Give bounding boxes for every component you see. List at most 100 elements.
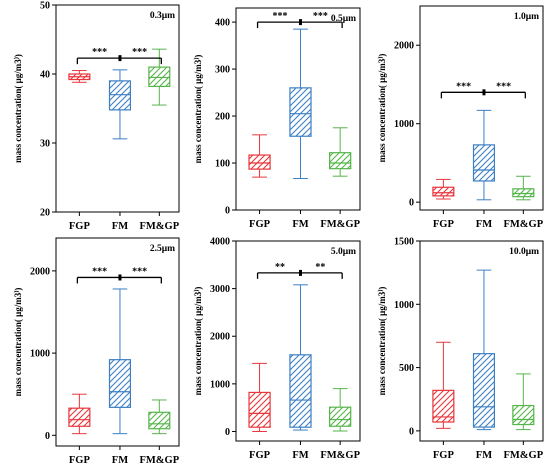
box-body bbox=[148, 411, 171, 430]
panel-label: 0.5μm bbox=[331, 14, 356, 24]
box-body bbox=[472, 353, 496, 428]
significance-label: *** bbox=[496, 81, 511, 92]
y-tick-label: 100 bbox=[215, 159, 230, 170]
box-fm-gp bbox=[329, 388, 352, 432]
y-axis-label: mass concentration( μg/m3)) bbox=[13, 54, 23, 163]
significance-label: *** bbox=[92, 266, 107, 277]
x-tick-label: FGP bbox=[69, 455, 91, 466]
x-tick-label: FM&GP bbox=[320, 219, 360, 230]
box-fm-gp bbox=[512, 373, 535, 431]
box-body bbox=[472, 144, 496, 182]
significance-label: ** bbox=[315, 262, 325, 273]
significance-label: *** bbox=[313, 11, 328, 22]
y-tick-label: 0 bbox=[409, 198, 414, 209]
chart-panel-3: 0 1000 2000 FGP FM FM&GP 1.0μm mass concentrati… bbox=[377, 5, 544, 230]
x-tick-label: FM&GP bbox=[320, 450, 360, 461]
box-body bbox=[289, 354, 312, 428]
box-body bbox=[148, 66, 171, 88]
box-fm-gp bbox=[148, 399, 171, 435]
box-fgp bbox=[432, 178, 455, 200]
box-body bbox=[289, 87, 312, 137]
panel-label: 10.0μm bbox=[509, 247, 539, 257]
y-axis-label-close: ) bbox=[193, 287, 203, 290]
x-tick-label: FM&GP bbox=[503, 450, 543, 461]
significance-label: *** bbox=[273, 11, 288, 22]
y-tick-label: 200 bbox=[215, 112, 230, 123]
y-tick-label: 50 bbox=[40, 1, 50, 12]
y-tick-label: 0 bbox=[225, 206, 230, 217]
significance-label: *** bbox=[456, 81, 471, 92]
y-axis-label-close: ) bbox=[377, 287, 387, 290]
y-axis-label: mass concentration( μg/m3)) bbox=[193, 287, 203, 396]
x-tick-label: FM bbox=[476, 450, 492, 461]
panel-label: 5.0μm bbox=[331, 247, 356, 257]
chart-panel-2: 0 100 200 300 400 FGP FM FM&GP 0.5μm mass concent… bbox=[193, 7, 361, 230]
x-tick-label: FGP bbox=[433, 219, 455, 230]
axes-frame bbox=[419, 240, 544, 442]
box-body bbox=[432, 186, 455, 197]
y-tick-label: 30 bbox=[40, 139, 50, 150]
box-body bbox=[329, 406, 352, 427]
box-body bbox=[512, 404, 535, 426]
y-tick-label: 2000 bbox=[30, 266, 50, 277]
box-fm bbox=[289, 28, 312, 180]
x-tick-label: FM&GP bbox=[139, 221, 179, 232]
x-tick-label: FGP bbox=[249, 219, 271, 230]
y-tick-label: 40 bbox=[40, 70, 50, 81]
y-tick-label: 500 bbox=[399, 363, 414, 374]
axes-frame bbox=[235, 240, 361, 442]
y-tick-label: 1500 bbox=[394, 237, 414, 248]
y-tick-label: 1000 bbox=[394, 300, 414, 311]
box-fgp bbox=[248, 134, 271, 178]
x-tick-label: FM bbox=[292, 450, 308, 461]
significance-label: ** bbox=[275, 262, 285, 273]
x-tick-label: FM bbox=[292, 219, 308, 230]
chart-panel-4: 0 1000 2000 FGP FM FM&GP 2.5μm mass concentrati… bbox=[13, 237, 180, 466]
y-tick-label: 0 bbox=[225, 427, 230, 438]
chart-panel-5: 0 1000 2000 3000 4000 FGP FM FM&GP 5.0μm mass con… bbox=[193, 237, 361, 462]
x-tick-label: FM bbox=[112, 221, 128, 232]
chart-panel-1: 20 30 40 50 FGP FM FM&GP 0.3μm mass concentratio… bbox=[13, 1, 180, 233]
y-tick-label: 400 bbox=[215, 18, 230, 29]
box-fm bbox=[108, 69, 132, 140]
y-axis-label-close: ) bbox=[13, 54, 23, 57]
significance-label: *** bbox=[92, 47, 107, 58]
y-tick-label: 4000 bbox=[210, 237, 230, 248]
y-axis-label-exponent: ) bbox=[13, 291, 20, 293]
y-axis-label: mass concentration( μg/m3)) bbox=[377, 287, 387, 396]
y-tick-label: 0 bbox=[409, 426, 414, 437]
x-tick-label: FGP bbox=[69, 221, 91, 232]
box-body bbox=[68, 407, 91, 427]
x-tick-label: FM&GP bbox=[139, 455, 179, 466]
panel-label: 0.3μm bbox=[150, 11, 175, 21]
y-tick-label: 2000 bbox=[394, 41, 414, 52]
x-tick-label: FM bbox=[112, 455, 128, 466]
y-axis-label: mass concentration( μg/m3)) bbox=[13, 288, 23, 397]
y-axis-label: mass concentration( μg/m3)) bbox=[377, 54, 387, 163]
panel-label: 1.0μm bbox=[514, 12, 539, 22]
y-axis-label-close: ) bbox=[377, 54, 387, 57]
y-axis-label: mass concentration( μg/m3)) bbox=[193, 55, 203, 164]
y-tick-label: 300 bbox=[215, 65, 230, 76]
x-tick-label: FM bbox=[476, 219, 492, 230]
box-body bbox=[108, 80, 132, 111]
chart-panel-6: 0 500 1000 1500 FGP FM FM&GP 10.0μm mass concent… bbox=[377, 237, 544, 462]
y-tick-label: 0 bbox=[45, 431, 50, 442]
box-body bbox=[248, 391, 271, 428]
x-tick-label: FGP bbox=[249, 450, 271, 461]
y-tick-label: 1000 bbox=[394, 119, 414, 130]
box-fm-gp bbox=[329, 127, 352, 177]
axes-frame bbox=[419, 5, 544, 211]
y-axis-label-exponent: ) bbox=[193, 290, 200, 292]
box-fgp bbox=[68, 393, 91, 435]
box-fm bbox=[289, 284, 312, 431]
significance-label: *** bbox=[132, 47, 147, 58]
axes-frame bbox=[55, 237, 180, 447]
y-axis-label-close: ) bbox=[193, 55, 203, 58]
y-tick-label: 2000 bbox=[210, 332, 230, 343]
y-axis-label-exponent: ) bbox=[13, 57, 20, 59]
box-fgp bbox=[248, 362, 271, 432]
y-tick-label: 3000 bbox=[210, 284, 230, 295]
box-body bbox=[248, 154, 271, 170]
